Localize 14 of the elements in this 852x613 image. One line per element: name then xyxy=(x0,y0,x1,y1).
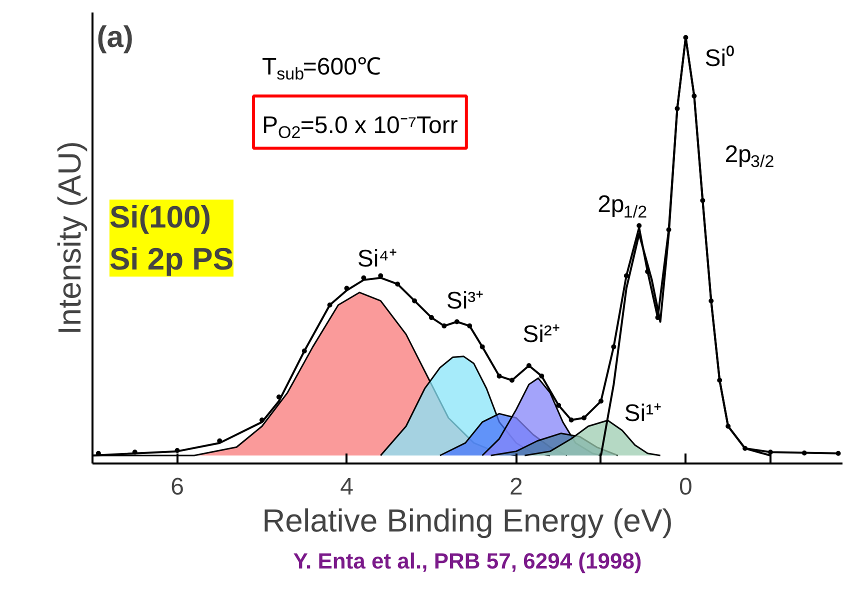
x-tick-label: 2 xyxy=(510,474,523,500)
annotation: Si(100) Si 2p PS xyxy=(109,200,234,277)
annotation: Si¹⁺ xyxy=(624,400,662,428)
annotation: Si²⁺ xyxy=(522,320,560,348)
annotation: Si³⁺ xyxy=(446,287,484,314)
y-axis-title: Intensity (AU) xyxy=(52,141,88,335)
annotation: (a) xyxy=(96,21,134,54)
annotation: Si⁰ xyxy=(704,44,734,72)
text: Y. Enta et al., PRB 57, 6294 (1998) xyxy=(293,548,642,574)
x-tick-label: 4 xyxy=(340,474,354,500)
x-axis-title: Relative Binding Energy (eV) xyxy=(262,502,673,538)
x-tick-label: 0 xyxy=(679,474,692,500)
x-tick-label: 6 xyxy=(170,474,184,500)
annotation: Si⁴⁺ xyxy=(357,246,397,273)
